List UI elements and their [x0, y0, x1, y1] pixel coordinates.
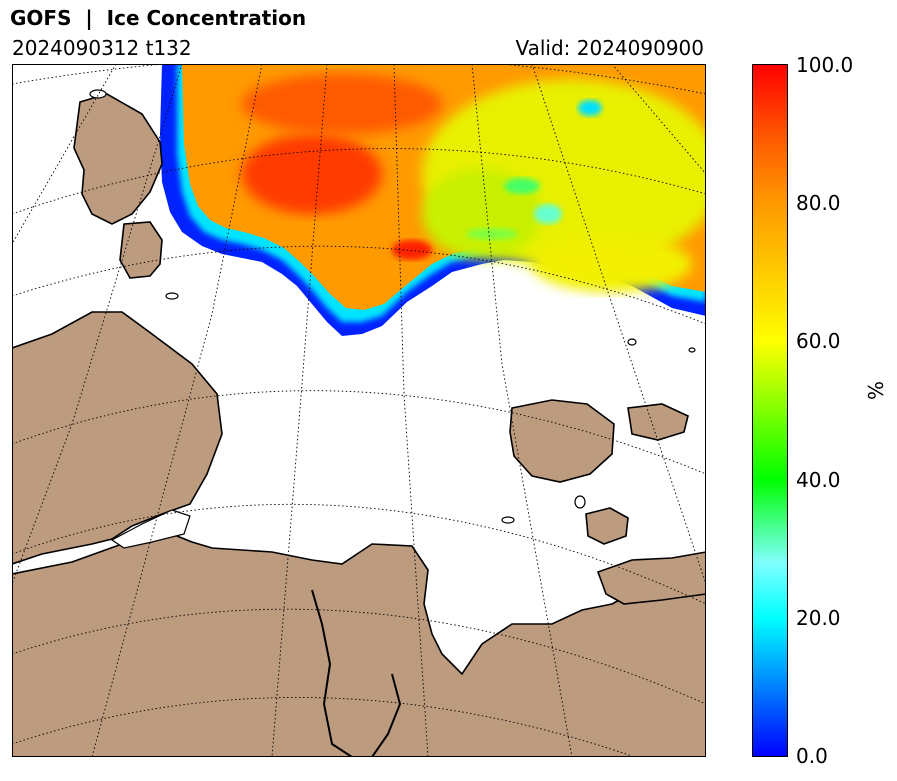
small-islands [89, 89, 696, 524]
colorbar-tick-0: 0.0 [796, 744, 828, 768]
colorbar-gradient [752, 64, 788, 757]
ice-concentration-map [12, 64, 706, 757]
sea-ice-field [160, 64, 706, 336]
run-label: 2024090312 t132 [12, 36, 192, 60]
land-masses [12, 93, 706, 757]
river-usa [371, 673, 402, 757]
colorbar [752, 64, 788, 757]
river-pechora [311, 589, 353, 757]
colorbar-tick-100: 100.0 [796, 53, 854, 77]
white-sea [110, 509, 191, 549]
colorbar-tick-20: 20.0 [796, 606, 841, 630]
valid-label: Valid: 2024090900 [515, 36, 704, 60]
map-frame [12, 64, 706, 757]
map-title: GOFS | Ice Concentration [10, 6, 307, 30]
colorbar-tick-40: 40.0 [796, 468, 841, 492]
colorbar-unit-label: % [864, 380, 888, 400]
graticule [12, 64, 706, 757]
colorbar-tick-80: 80.0 [796, 191, 841, 215]
colorbar-tick-60: 60.0 [796, 329, 841, 353]
